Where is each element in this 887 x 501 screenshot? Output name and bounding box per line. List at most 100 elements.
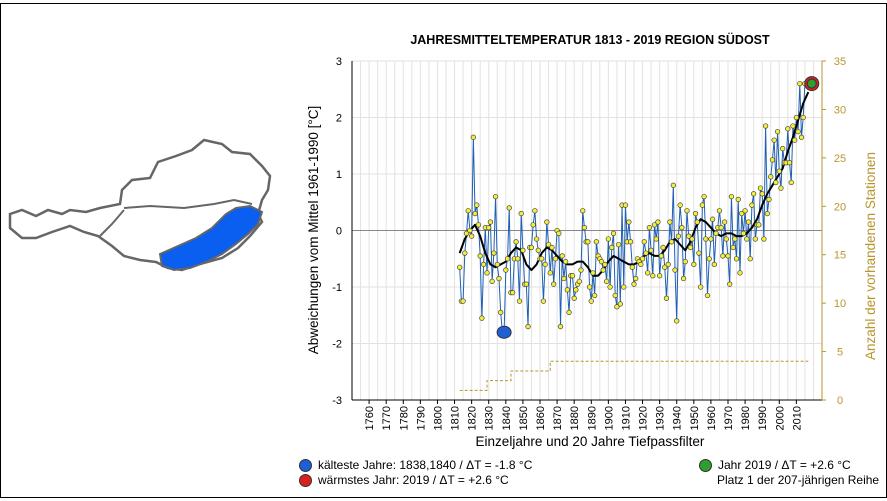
annual-point — [660, 244, 666, 251]
annual-point — [786, 160, 793, 166]
x-tick-label: 1760 — [364, 406, 376, 430]
x-tick-label: 2010 — [791, 406, 803, 430]
y-tick-label-right: 10 — [834, 298, 846, 310]
annual-point — [486, 225, 492, 231]
annual-point — [662, 264, 668, 270]
annual-point — [627, 239, 634, 245]
legend-current-year-label: Jahr 2019 / ΔT = +2.6 °C — [718, 458, 851, 472]
annual-point — [679, 225, 685, 231]
x-tick-label: 2000 — [774, 406, 786, 430]
annual-point — [745, 219, 752, 225]
annual-point — [668, 239, 675, 245]
annual-point — [701, 193, 707, 200]
annual-point — [573, 287, 579, 293]
annual-point — [778, 185, 784, 191]
annual-point — [650, 273, 656, 279]
annual-point — [592, 292, 598, 299]
annual-point — [797, 80, 803, 87]
x-tick-label: 1780 — [398, 406, 410, 430]
stations-line — [459, 360, 809, 391]
annual-point — [706, 256, 712, 262]
annual-point — [561, 275, 567, 282]
annual-point — [732, 236, 738, 242]
x-tick-label: 1880 — [569, 406, 581, 430]
x-tick-label: 1860 — [535, 406, 547, 430]
x-tick-label: 1990 — [757, 406, 769, 430]
annual-point — [774, 128, 781, 135]
annual-point — [739, 210, 745, 217]
annual-point — [728, 193, 735, 200]
annual-point — [465, 208, 471, 214]
annual-point — [598, 258, 605, 265]
annual-point — [621, 284, 627, 290]
current-year-marker — [806, 78, 817, 89]
annual-point — [793, 114, 800, 121]
annual-point — [496, 275, 502, 282]
annual-point — [747, 256, 753, 262]
annual-point — [648, 247, 654, 253]
annual-point — [785, 126, 791, 132]
annual-point — [718, 225, 724, 231]
annual-point — [457, 264, 463, 270]
annual-point — [528, 244, 535, 251]
annual-point — [663, 295, 670, 301]
ranking-note: Platz 1 der 207-jährigen Reihe — [717, 473, 879, 487]
annual-point — [735, 196, 741, 203]
annual-point — [665, 261, 671, 268]
annual-point — [468, 233, 475, 239]
annual-point — [757, 185, 764, 191]
annual-point — [562, 258, 569, 265]
y-tick-label-right: 15 — [834, 250, 846, 262]
annual-point — [535, 247, 541, 253]
annual-point — [559, 253, 565, 259]
annual-point — [472, 210, 478, 217]
annual-point — [780, 145, 786, 152]
annual-point — [800, 114, 806, 121]
annual-point — [795, 128, 801, 135]
x-tick-label: 1870 — [552, 406, 564, 430]
annual-point — [626, 219, 632, 225]
annual-point — [759, 191, 765, 197]
x-tick-label: 1980 — [740, 406, 752, 430]
annual-point — [645, 270, 651, 276]
x-tick-label: 1830 — [484, 406, 496, 430]
annual-point — [691, 261, 697, 268]
annual-point — [675, 233, 682, 239]
annual-point — [713, 230, 719, 236]
plot-area: 1760 1770 1780 1790 1800 1810 1820 1830 1840 1850… — [332, 56, 846, 430]
annual-point — [670, 182, 676, 188]
annual-point — [638, 261, 644, 268]
annual-point — [790, 123, 796, 129]
annual-point — [614, 304, 620, 310]
y-tick-label-left: 3 — [336, 56, 342, 68]
annual-point — [677, 202, 683, 208]
annual-point — [484, 270, 490, 276]
annual-point — [578, 267, 584, 273]
annual-point — [551, 281, 557, 287]
legend-coldest-label: kälteste Jahre: 1838,1840 / ΔT = -1.8 °C — [318, 458, 533, 472]
current-year-marker-icon — [699, 458, 712, 472]
x-tick-label: 1930 — [655, 406, 667, 430]
annual-point — [604, 278, 610, 285]
annual-point — [750, 191, 757, 197]
region-suedost — [158, 204, 264, 272]
y-tick-label-right: 30 — [834, 104, 846, 116]
y-tick-label-right: 20 — [834, 201, 846, 213]
annual-point — [744, 236, 750, 242]
x-tick-label: 1900 — [603, 406, 615, 430]
annual-point — [504, 256, 511, 262]
annual-point — [610, 230, 617, 236]
annual-point — [708, 236, 714, 242]
y-tick-label-right: 35 — [834, 56, 846, 68]
annual-point — [612, 292, 618, 299]
annual-point — [516, 298, 523, 304]
annual-point — [585, 239, 591, 245]
coldest-marker-icon — [299, 458, 312, 472]
annual-point — [776, 168, 782, 174]
annual-point — [737, 270, 743, 276]
annual-point — [723, 236, 729, 242]
annual-point — [696, 250, 702, 256]
annual-point — [692, 210, 699, 217]
annual-point — [653, 236, 659, 242]
x-tick-label: 1840 — [501, 406, 513, 430]
